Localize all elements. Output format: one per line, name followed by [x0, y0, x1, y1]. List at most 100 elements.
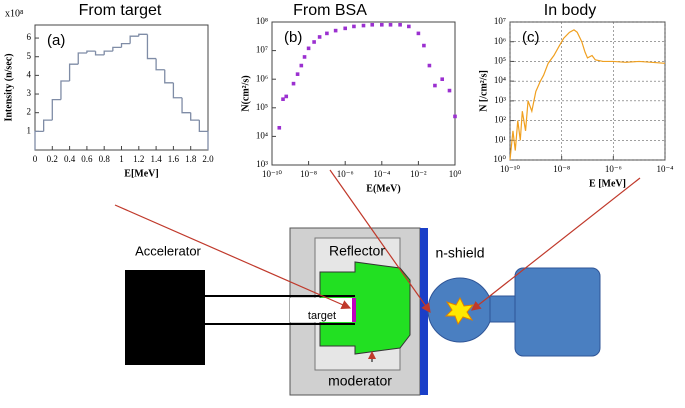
y-tick-label: 10⁴	[256, 130, 268, 140]
label: target	[308, 310, 336, 322]
y-axis-label: N [/cm²/s]	[478, 70, 489, 112]
y-tick-label: 1	[27, 125, 32, 135]
histogram-bin	[51, 98, 61, 121]
x-tick-label: 0	[33, 154, 38, 164]
histogram-bin	[198, 120, 209, 150]
histogram-bin	[138, 33, 148, 37]
y-tick-label: 10¹	[494, 134, 506, 144]
y-tick-label: 10⁴	[494, 75, 506, 85]
panel-label: (b)	[284, 29, 302, 46]
y-tick-label: 10⁶	[494, 36, 506, 46]
y-tick-label: 10⁷	[256, 45, 268, 55]
diagram: Accelerator Reflector n-shield target mo…	[114, 169, 641, 396]
x-tick-label: 1.8	[185, 154, 197, 164]
x-tick-label: 1.2	[133, 154, 144, 164]
x-tick-label: 0.8	[99, 154, 111, 164]
point	[352, 24, 356, 29]
histogram-bin	[43, 119, 53, 132]
label: moderator	[328, 373, 392, 389]
y-tick-label: 10³	[256, 159, 268, 169]
y-tick-label: 10⁵	[494, 55, 506, 65]
x-axis-label: E[MeV]	[124, 168, 158, 179]
histogram-bin	[155, 58, 165, 71]
y-tick-label: 6	[27, 32, 32, 42]
x-tick-label: 10⁻⁶	[605, 164, 622, 174]
x-axis-label: E [MeV]	[589, 178, 626, 189]
point	[284, 94, 289, 99]
panel-label: (c)	[522, 29, 540, 46]
point	[453, 114, 457, 119]
histogram-bin	[77, 52, 87, 65]
y-tick-label: 3	[27, 88, 32, 98]
point	[440, 77, 445, 81]
y-tick-label: 10⁰	[493, 154, 506, 164]
y-tick-label: 5	[27, 51, 32, 61]
x-tick-label: 1.6	[168, 154, 180, 164]
x-tick-label: 10⁻¹⁰	[500, 164, 520, 174]
histogram-bin	[60, 80, 70, 100]
label: n-shield	[435, 245, 484, 261]
line	[509, 29, 666, 161]
target-plate	[352, 298, 356, 322]
point	[333, 28, 338, 33]
point	[291, 81, 296, 86]
x-tick-label: 10⁻⁶	[337, 169, 354, 179]
point	[388, 22, 393, 27]
histogram-bin	[164, 69, 174, 84]
x-tick-label: 0.4	[64, 154, 76, 164]
chart-title: In body	[544, 2, 596, 19]
body-torso	[514, 267, 601, 357]
y-tick-label: 2	[27, 107, 32, 117]
histogram-bin	[103, 50, 113, 55]
y-axis-label: Intensity (n/sec)	[3, 53, 14, 121]
x-tick-label: 10⁻¹⁰	[262, 169, 282, 179]
y-tick-label: 10⁶	[256, 73, 268, 83]
x-tick-label: 10⁻⁴	[657, 164, 674, 174]
point	[299, 63, 304, 68]
point	[302, 55, 307, 59]
y-tick-label: 10²	[494, 115, 506, 125]
body-neck	[489, 295, 519, 323]
panel-label: (a)	[47, 32, 65, 49]
y-tick-label: 10³	[494, 95, 506, 105]
histogram-bin	[146, 34, 157, 60]
histogram-bin	[94, 51, 105, 56]
histogram-bin	[68, 63, 79, 81]
histogram-bin	[190, 112, 200, 121]
arrow	[471, 177, 641, 311]
arrow	[329, 169, 431, 313]
y-tick-label: 10⁸	[256, 16, 268, 26]
y-tick-label: 10⁷	[494, 16, 506, 26]
x-tick-label: 10⁻⁴	[373, 169, 390, 179]
x-tick-label: 0.2	[47, 154, 58, 164]
point	[306, 46, 311, 51]
accelerator-box	[125, 270, 205, 365]
histogram-bin	[120, 43, 131, 48]
point	[343, 26, 347, 31]
shield-bar	[420, 228, 428, 395]
histogram-bin	[86, 50, 96, 53]
chart-title: From target	[79, 2, 162, 19]
point	[370, 22, 375, 27]
x-tick-label: 10⁻⁸	[553, 164, 570, 174]
point	[447, 88, 452, 93]
x-tick-label: 1.4	[150, 154, 162, 164]
point	[277, 125, 282, 130]
y-tick-label: 10⁵	[256, 102, 268, 112]
x-tick-label: 2.0	[202, 154, 214, 164]
y-axis-label: N(cm²/s)	[240, 75, 251, 111]
histogram-bin	[172, 82, 183, 99]
label: Reflector	[329, 243, 385, 259]
point	[416, 31, 421, 36]
x-tick-label: 10⁰	[449, 169, 462, 179]
point	[422, 43, 426, 48]
chart-title: From BSA	[293, 2, 367, 19]
x-axis-label: E(MeV)	[366, 183, 400, 194]
point	[407, 24, 411, 29]
x-tick-label: 0.6	[81, 154, 93, 164]
label: Accelerator	[135, 243, 201, 258]
point	[325, 31, 329, 36]
point	[317, 35, 322, 39]
arrow	[114, 204, 352, 310]
